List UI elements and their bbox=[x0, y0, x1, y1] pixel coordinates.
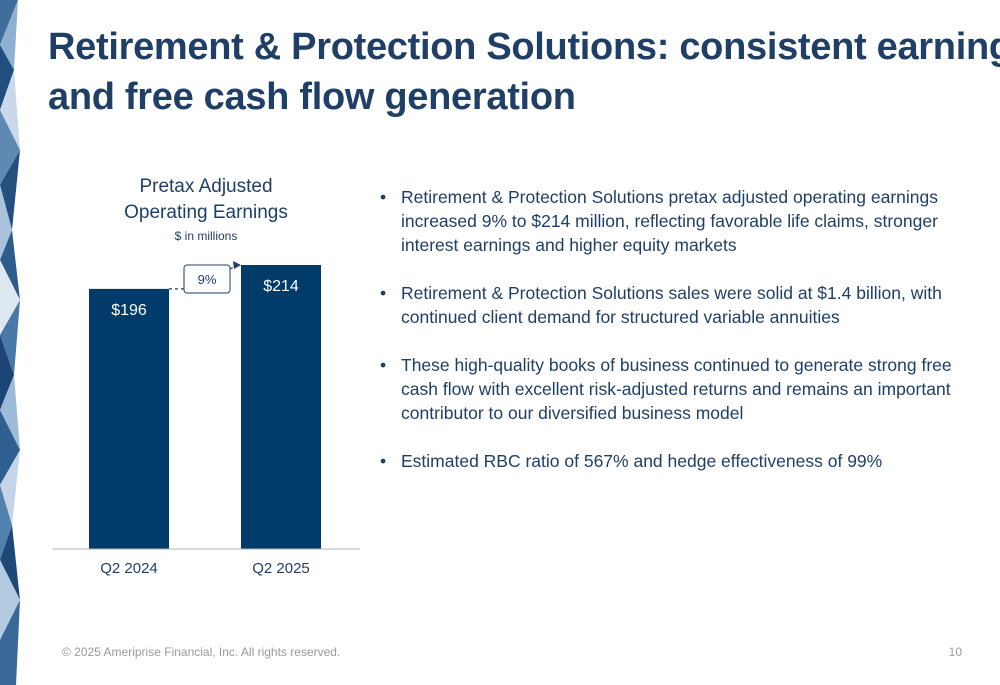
bullet-item: • These high-quality books of business co… bbox=[380, 353, 960, 425]
category-label-0: Q2 2024 bbox=[100, 560, 158, 577]
bar-value-label-1: $214 bbox=[263, 278, 299, 295]
bar-0 bbox=[89, 288, 169, 549]
bullet-item: • Estimated RBC ratio of 567% and hedge e… bbox=[380, 449, 960, 473]
slide-title-line-2: and free cash flow generation bbox=[48, 76, 576, 118]
slide-title-line-1: Retirement & Protection Solutions: consi… bbox=[48, 26, 1000, 68]
bullet-list: • Retirement & Protection Solutions preta… bbox=[380, 185, 960, 497]
bullet-text: Estimated RBC ratio of 567% and hedge ef… bbox=[401, 451, 883, 471]
bullet-item: • Retirement & Protection Solutions sales… bbox=[380, 281, 960, 329]
category-label-1: Q2 2025 bbox=[252, 560, 310, 577]
growth-callout-box bbox=[183, 264, 231, 294]
bullet-marker: • bbox=[380, 187, 387, 207]
chart-units: $ in millions bbox=[174, 229, 238, 243]
decorative-left-border bbox=[0, 0, 22, 685]
slide-title: Retirement & Protection Solutions: consi… bbox=[48, 22, 1000, 122]
bullet-marker: • bbox=[380, 355, 387, 375]
bullet-marker: • bbox=[380, 451, 387, 471]
chart-title-line-2: Operating Earnings bbox=[124, 202, 288, 223]
bullet-text: Retirement & Protection Solutions sales … bbox=[401, 283, 942, 327]
earnings-bar-chart: $196 Q2 2024 $214 Q2 2025 9% bbox=[53, 261, 360, 577]
growth-callout-label: 9% bbox=[198, 272, 217, 287]
bar-1 bbox=[241, 265, 321, 549]
bullet-marker: • bbox=[380, 283, 387, 303]
bullet-text: Retirement & Protection Solutions pretax… bbox=[401, 187, 938, 255]
bullet-item: • Retirement & Protection Solutions preta… bbox=[380, 185, 960, 257]
page-number: 10 bbox=[948, 645, 962, 659]
bar-value-label-0: $196 bbox=[111, 302, 147, 319]
copyright-footer: © 2025 Ameriprise Financial, Inc. All ri… bbox=[62, 645, 341, 659]
bullet-text: These high-quality books of business con… bbox=[401, 355, 952, 423]
chart-title-line-1: Pretax Adjusted bbox=[139, 176, 273, 197]
annotation-arrowhead bbox=[233, 261, 241, 269]
chart-title: Pretax Adjusted Operating Earnings $ in … bbox=[76, 174, 336, 246]
